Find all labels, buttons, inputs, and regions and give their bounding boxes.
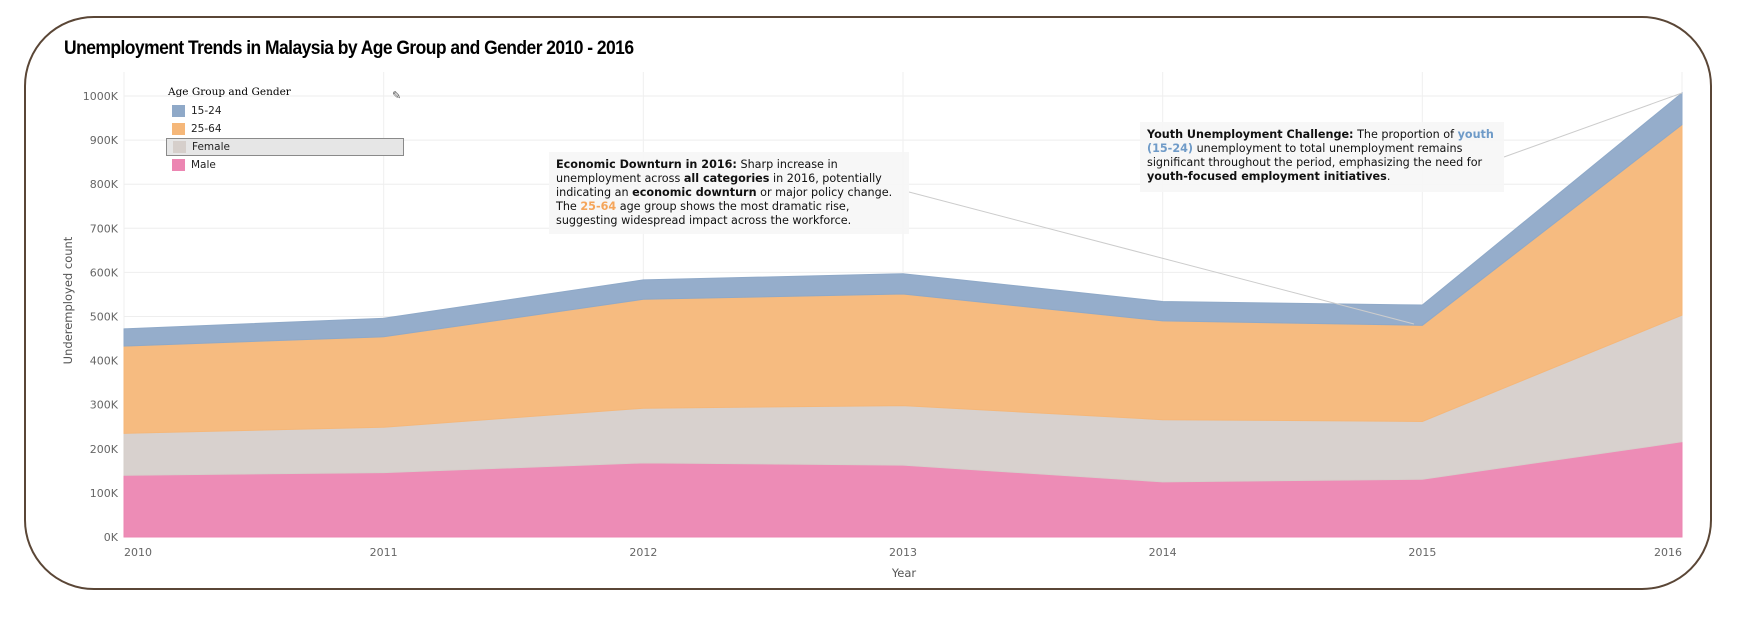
annotation-leader-line xyxy=(908,191,1415,325)
legend-title: Age Group and Gender xyxy=(168,86,291,98)
annotation-heading: Youth Unemployment Challenge: xyxy=(1147,128,1354,141)
annotation-highlight-25-64: 25-64 xyxy=(580,200,617,213)
annotation-economic-downturn: Economic Downturn in 2016: Sharp increas… xyxy=(549,152,909,234)
x-tick-label: 2010 xyxy=(124,546,152,559)
legend: Age Group and Gender 15-24 25-64 Female … xyxy=(166,86,406,174)
y-tick-label: 900K xyxy=(90,134,119,147)
chart-title: Unemployment Trends in Malaysia by Age G… xyxy=(64,38,634,59)
annotation-emphasis: all categories xyxy=(683,172,770,185)
y-tick-label: 800K xyxy=(90,178,119,191)
y-tick-label: 300K xyxy=(90,399,119,412)
y-tick-label: 600K xyxy=(90,266,119,279)
legend-item-25-64[interactable]: 25-64 xyxy=(166,120,406,138)
annotation-text: or major policy change. The xyxy=(556,186,893,213)
annotation-text: The proportion of xyxy=(1353,128,1458,141)
annotation-highlight-youth: youth (15-24) xyxy=(1147,128,1494,155)
legend-label: 25-64 xyxy=(191,123,222,135)
annotation-text: unemployment to total unemployment remai… xyxy=(1147,142,1483,169)
legend-label: Female xyxy=(192,141,230,153)
legend-item-female[interactable]: Female xyxy=(166,138,404,156)
annotation-emphasis: economic downturn xyxy=(632,186,757,199)
x-axis-title: Year xyxy=(891,566,917,580)
legend-label: Male xyxy=(191,159,216,171)
x-tick-label: 2011 xyxy=(370,546,398,559)
legend-swatch xyxy=(173,141,186,153)
y-tick-label: 1000K xyxy=(83,90,119,103)
legend-swatch xyxy=(172,123,185,135)
y-tick-label: 700K xyxy=(90,222,119,235)
annotation-text: . xyxy=(1386,170,1391,183)
x-tick-label: 2012 xyxy=(629,546,657,559)
annotation-heading: Economic Downturn in 2016: xyxy=(556,158,737,171)
annotation-text: in 2016, potentially indicating an xyxy=(556,172,882,199)
y-tick-label: 100K xyxy=(90,487,119,500)
annotation-leader-line xyxy=(1503,92,1683,158)
y-tick-label: 200K xyxy=(90,443,119,456)
annotation-emphasis: youth-focused employment initiatives xyxy=(1147,170,1387,183)
y-tick-label: 0K xyxy=(104,531,119,544)
legend-label: 15-24 xyxy=(191,105,222,117)
y-tick-label: 400K xyxy=(90,355,119,368)
annotation-youth-unemployment: Youth Unemployment Challenge: The propor… xyxy=(1140,122,1504,192)
y-tick-label: 500K xyxy=(90,311,119,324)
annotation-text: age group shows the most dramatic rise, … xyxy=(556,200,852,227)
chart-frame xyxy=(24,16,1712,590)
edit-legend-icon[interactable]: ✎ xyxy=(392,89,402,102)
legend-swatch xyxy=(172,105,185,117)
x-tick-label: 2016 xyxy=(1654,546,1682,559)
area-series-15-24 xyxy=(123,91,1683,347)
annotation-text: Sharp increase in unemployment across xyxy=(556,158,838,185)
legend-item-male[interactable]: Male xyxy=(166,156,406,174)
y-axis-title: Underemployed count xyxy=(61,236,75,364)
x-tick-label: 2014 xyxy=(1149,546,1177,559)
x-tick-label: 2015 xyxy=(1408,546,1436,559)
legend-swatch xyxy=(172,159,185,171)
legend-item-15-24[interactable]: 15-24 xyxy=(166,102,406,120)
x-tick-label: 2013 xyxy=(889,546,917,559)
